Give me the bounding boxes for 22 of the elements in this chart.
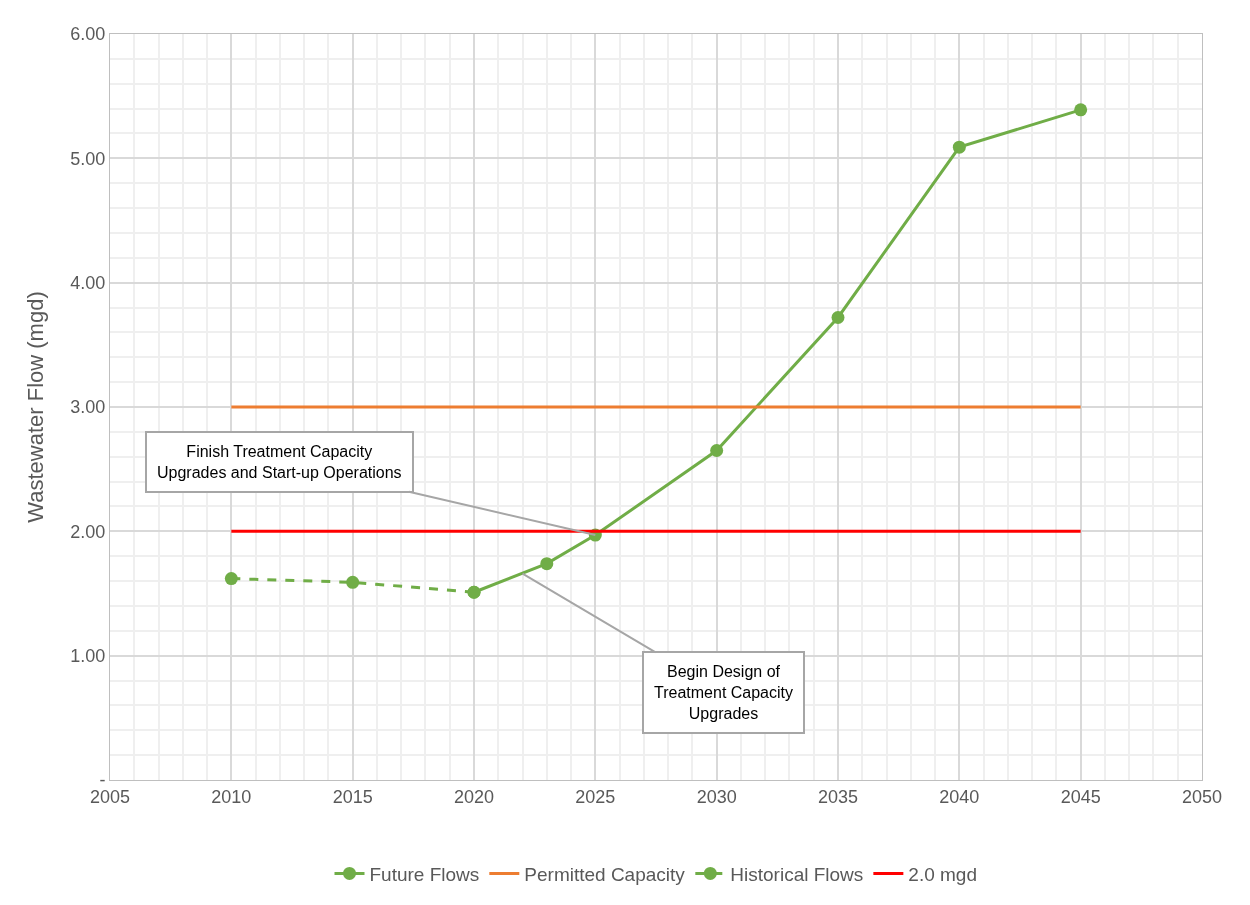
x-tick-label: 2015 bbox=[332, 786, 373, 807]
legend-label: Permitted Capacity bbox=[524, 863, 686, 885]
x-tick-label: 2045 bbox=[1060, 786, 1101, 807]
x-tick-label: 2040 bbox=[939, 786, 980, 807]
y-tick-label: 1.00 bbox=[70, 645, 106, 666]
x-tick-label: 2035 bbox=[817, 786, 859, 807]
y-tick-label: 2.00 bbox=[70, 521, 106, 542]
x-tick-label: 2020 bbox=[453, 786, 495, 807]
x-tick-label: 2025 bbox=[575, 786, 616, 807]
legend-label: Future Flows bbox=[369, 863, 480, 885]
x-tick-label: 2010 bbox=[211, 786, 252, 807]
y-axis-title: Wastewater Flow (mgd) bbox=[23, 291, 49, 523]
x-tick-label: 2050 bbox=[1181, 786, 1223, 807]
x-tick-label: 2030 bbox=[696, 786, 737, 807]
legend-label: Historical Flows bbox=[730, 863, 864, 885]
y-tick-label: 5.00 bbox=[70, 148, 106, 169]
y-tick-label: 6.00 bbox=[70, 24, 106, 45]
y-tick-label: 3.00 bbox=[70, 397, 106, 418]
y-tick-label: 4.00 bbox=[70, 272, 106, 293]
legend-label: 2.0 mgd bbox=[908, 863, 978, 885]
annotation: Begin Design of Treatment Capacity Upgrades bbox=[654, 663, 794, 722]
annotation: Finish Treatment Capacity Upgrades and Start-up Operations bbox=[157, 443, 402, 481]
